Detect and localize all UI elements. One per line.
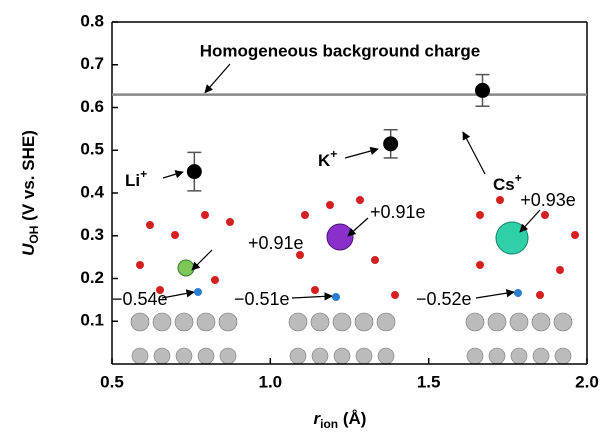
charge-pointer [347, 217, 369, 237]
x-tick-label: 2.0 [575, 372, 599, 391]
ion-charge: + [515, 171, 522, 185]
y-tick-label: 0.2 [80, 268, 104, 287]
y-tick-label: 0.7 [80, 54, 104, 73]
y-axis-label: UOH (V vs. SHE) [19, 130, 41, 256]
x-tick-label: 1.5 [417, 372, 441, 391]
ion-label: K+ [318, 147, 337, 170]
x-axis-label: rion (Å) [314, 409, 367, 431]
arrow [462, 131, 486, 175]
y-tick-label: 0.3 [80, 225, 104, 244]
point [186, 164, 202, 180]
charge-label: +0.91e [370, 202, 426, 222]
ion-label: Cs+ [493, 171, 522, 194]
arrow [204, 63, 231, 94]
charge-pointer [475, 289, 515, 299]
x-label-main: r [314, 409, 322, 428]
point [383, 136, 399, 152]
ion-name: Cs [493, 175, 515, 194]
y-tick-label: 0.8 [80, 11, 104, 30]
x-tick-label: 1.0 [259, 372, 283, 391]
charge-label: +0.91e [248, 233, 304, 253]
charge-label: −0.52e [416, 289, 472, 309]
charge-label: −0.54e [112, 289, 168, 309]
y-tick-label: 0.5 [80, 140, 104, 159]
insets [130, 196, 579, 365]
x-label-sub: ion [320, 417, 338, 431]
ion-charge: + [330, 147, 337, 161]
x-tick-label: 0.5 [100, 372, 124, 391]
y-tick-label: 0.1 [80, 311, 104, 330]
y-label-sub: OH [27, 226, 41, 244]
charge-pointer [161, 289, 195, 299]
point [475, 82, 490, 98]
y-label-rest: (V vs. SHE) [19, 130, 38, 225]
arrow [344, 146, 379, 159]
charge-label: −0.51e [234, 289, 290, 309]
y-tick-label: 0.6 [80, 97, 104, 116]
charge-pointer [519, 209, 541, 233]
ion-name: Li [125, 171, 140, 190]
charge-pointer [191, 249, 213, 271]
ion-name: K [318, 151, 331, 170]
ion-charge: + [140, 167, 147, 181]
y-label-main: U [19, 243, 38, 256]
y-tick-label: 0.4 [80, 182, 104, 201]
ion-label: Li+ [125, 167, 147, 190]
charge-label: +0.93e [520, 190, 576, 210]
charge-pointer [291, 292, 333, 301]
x-label-rest: (Å) [338, 409, 366, 428]
arrow [162, 170, 184, 179]
reference-label: Homogeneous background charge [200, 41, 481, 60]
